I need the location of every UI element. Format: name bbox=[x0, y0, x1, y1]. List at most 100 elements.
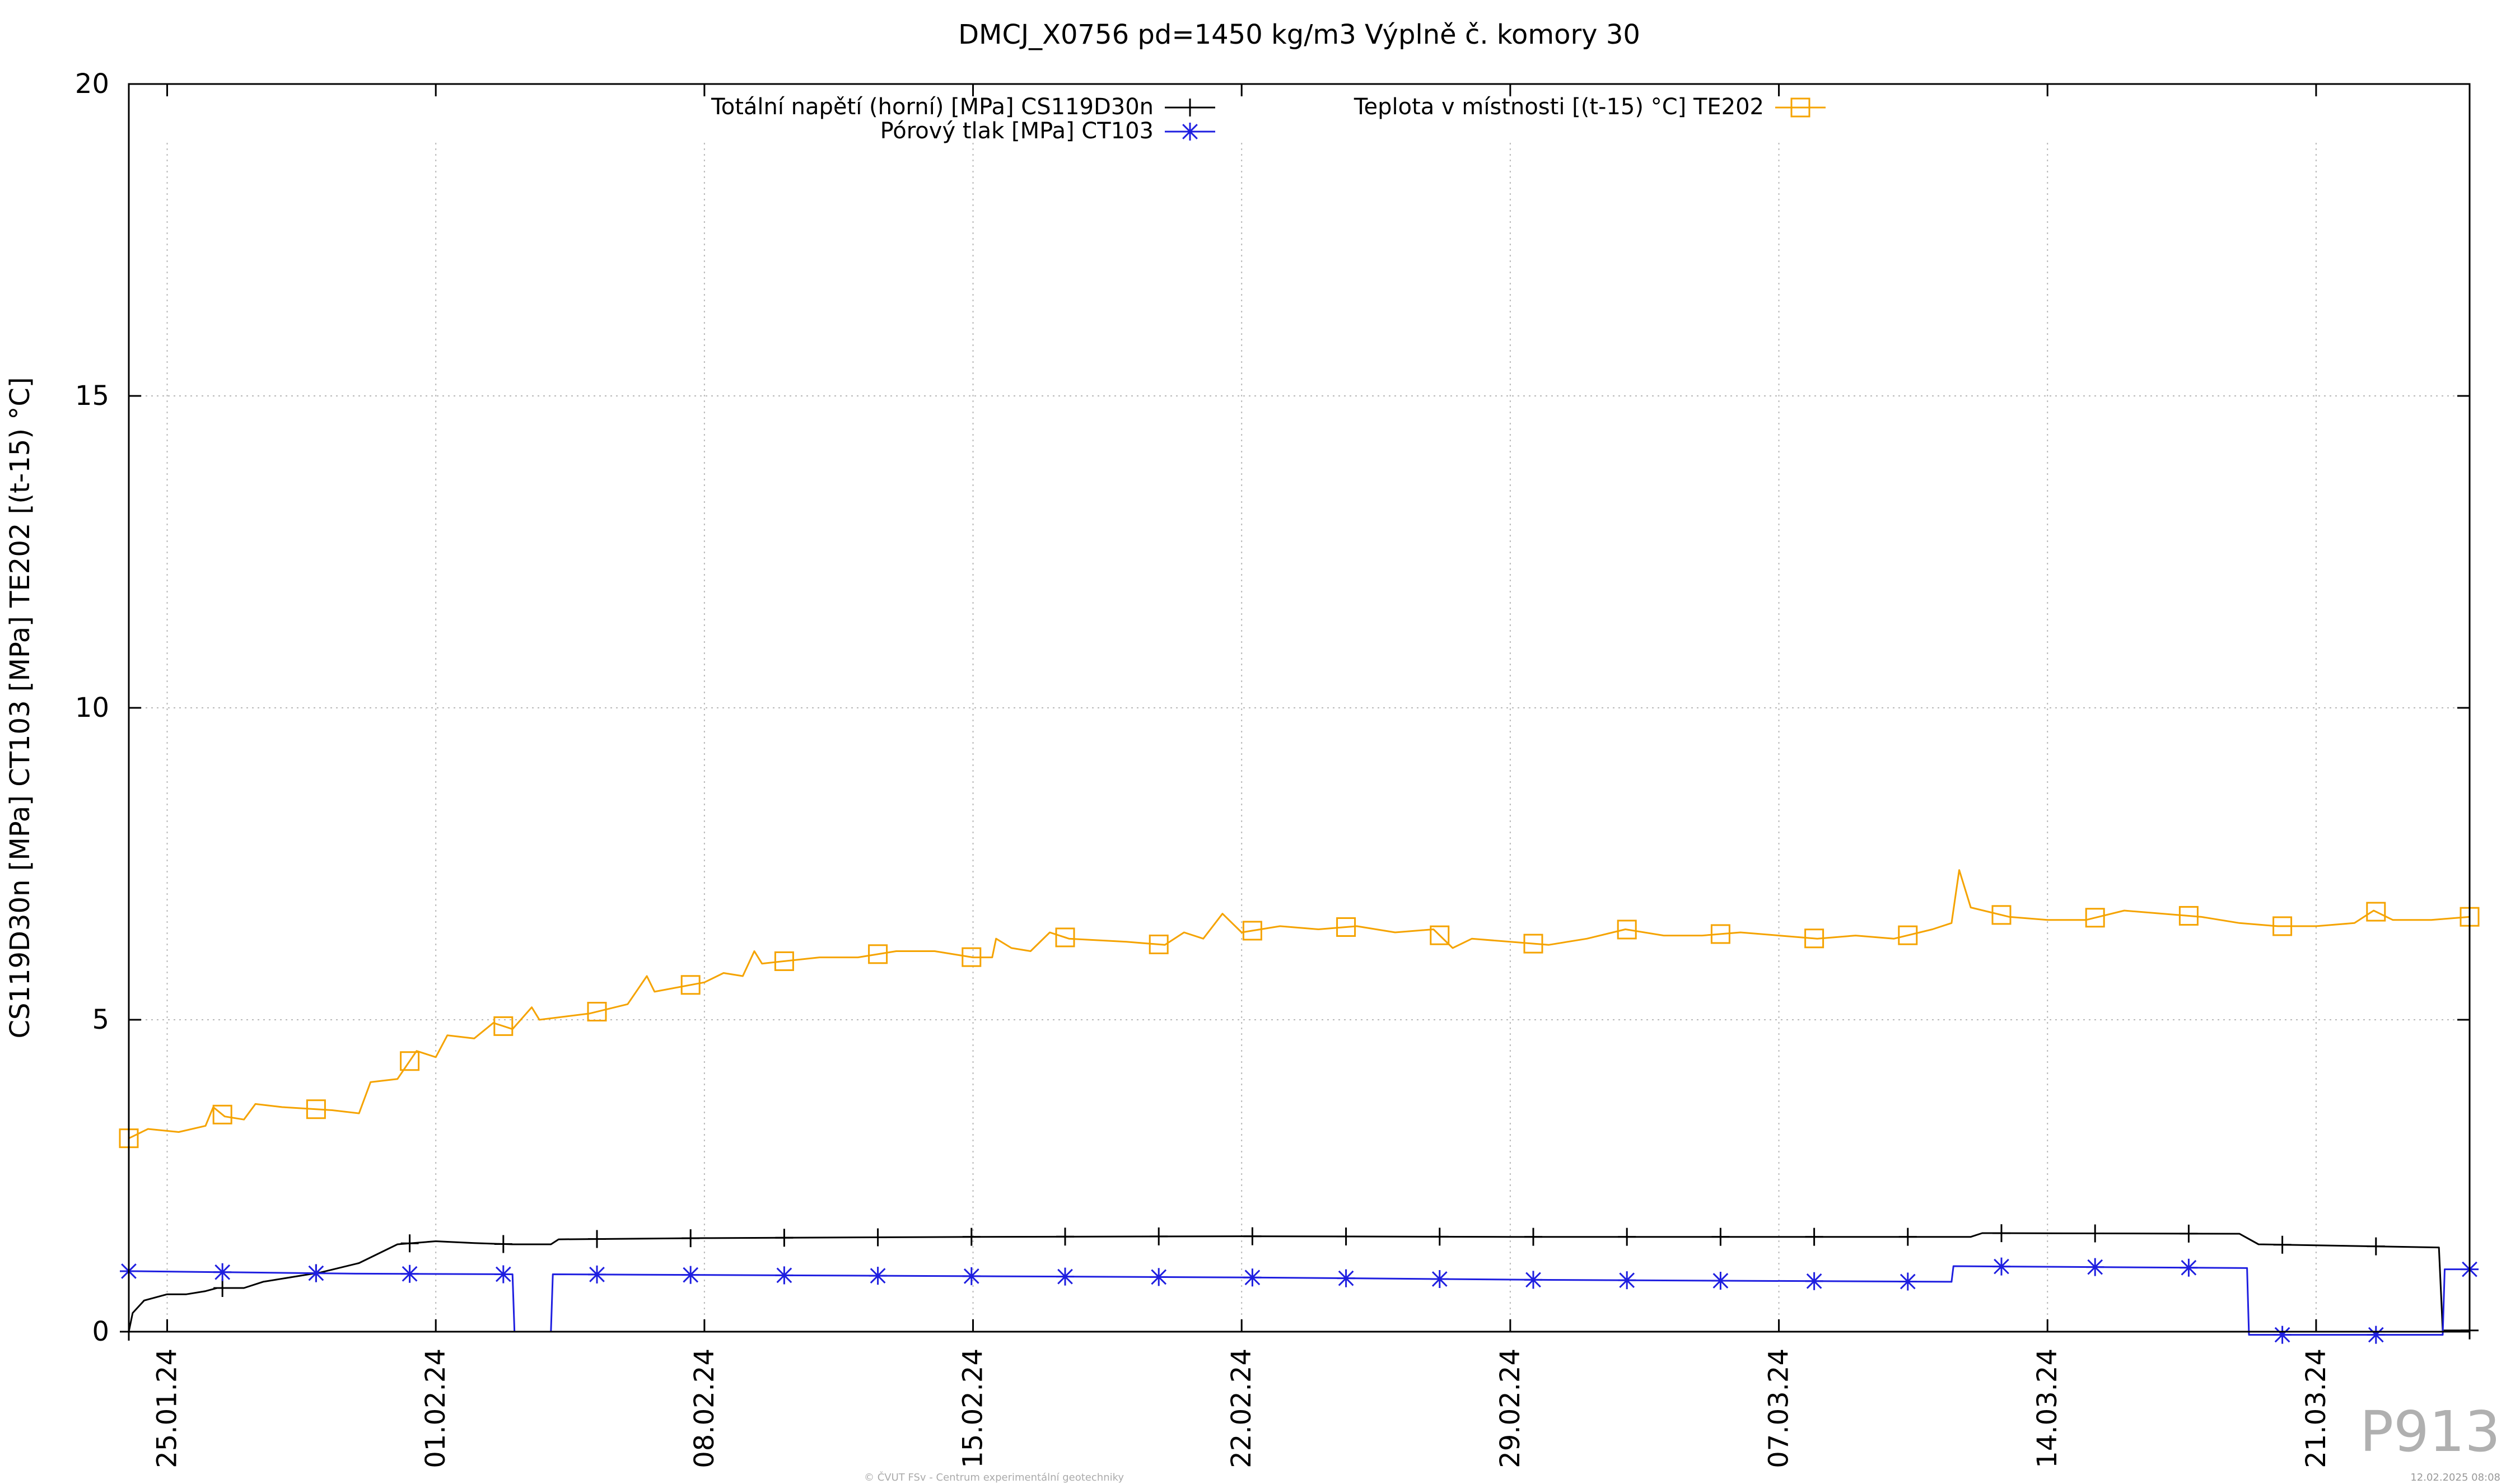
y-tick-label: 5 bbox=[92, 1004, 109, 1035]
series-total-stress-marker bbox=[1524, 1228, 1542, 1246]
x-tick-label: 25.01.24 bbox=[152, 1348, 183, 1468]
series-room-temperature-marker bbox=[1336, 917, 1356, 937]
series-pore-pressure-marker bbox=[1992, 1257, 2010, 1276]
series-room-temperature-marker bbox=[680, 975, 701, 995]
series-total-stress-marker bbox=[775, 1229, 794, 1247]
series-pore-pressure-marker bbox=[1618, 1271, 1636, 1290]
series-room-temperature-marker bbox=[1430, 925, 1450, 945]
series-room-temperature-marker bbox=[868, 944, 888, 964]
series-total-stress-marker bbox=[2180, 1224, 2198, 1243]
y-tick-label: 0 bbox=[92, 1316, 109, 1347]
series-pore-pressure-marker bbox=[1337, 1269, 1355, 1287]
series-total-stress-marker bbox=[962, 1228, 981, 1246]
legend: Totální napětí (horní) [MPa] CS119D30nPó… bbox=[711, 94, 1826, 144]
series-total-stress-marker bbox=[1243, 1227, 1262, 1245]
series-pore-pressure-marker bbox=[1243, 1268, 1262, 1287]
legend-swatch-marker bbox=[1181, 99, 1199, 116]
y-axis-label: CS119D30n [MPa] CT103 [MPa] TE202 [(t-15… bbox=[4, 377, 36, 1038]
series-total-stress-marker bbox=[1337, 1227, 1355, 1245]
series-room-temperature-marker bbox=[306, 1099, 326, 1119]
series-total-stress-marker bbox=[869, 1228, 887, 1247]
legend-label: Teplota v místnosti [(t-15) °C] TE202 bbox=[1354, 94, 1764, 120]
x-tick-label: 15.02.24 bbox=[958, 1348, 989, 1468]
series-pore-pressure-marker bbox=[494, 1265, 512, 1284]
footer-date: 12.02.2025 08:08 bbox=[2410, 1472, 2500, 1483]
series-pore-pressure-marker bbox=[2086, 1258, 2104, 1276]
series-pore-pressure-line bbox=[128, 1265, 2470, 1336]
series-room-temperature-marker bbox=[2178, 906, 2199, 926]
series-total-stress-marker bbox=[588, 1230, 606, 1248]
x-tick-label: 21.03.24 bbox=[2300, 1348, 2332, 1468]
legend-label: Totální napětí (horní) [MPa] CS119D30n bbox=[711, 94, 1154, 120]
series-total-stress-marker bbox=[2086, 1224, 2104, 1243]
series-pore-pressure-marker bbox=[213, 1263, 232, 1281]
y-tick-label: 15 bbox=[75, 380, 109, 412]
series-pore-pressure-marker bbox=[400, 1264, 419, 1283]
x-tick-label: 14.03.24 bbox=[2032, 1348, 2063, 1468]
series-total-stress-marker bbox=[1430, 1228, 1449, 1246]
x-tick-label: 29.02.24 bbox=[1495, 1348, 1526, 1468]
chart-title: DMCJ_X0756 pd=1450 kg/m3 Výplně č. komor… bbox=[958, 19, 1640, 50]
series-total-stress-marker bbox=[2273, 1235, 2292, 1254]
series-room-temperature-marker bbox=[962, 947, 982, 967]
series-pore-pressure-marker bbox=[307, 1264, 325, 1282]
series-room-temperature-marker bbox=[774, 951, 794, 971]
series-room-temperature-marker bbox=[1617, 920, 1637, 940]
series-pore-pressure-marker bbox=[2367, 1326, 2385, 1344]
series-total-stress-marker bbox=[1992, 1224, 2010, 1243]
series-room-temperature-marker bbox=[2085, 908, 2105, 928]
series-pore-pressure-marker bbox=[2273, 1326, 2292, 1344]
series-pore-pressure-marker bbox=[1150, 1268, 1168, 1286]
series-room-temperature-marker bbox=[1523, 934, 1543, 954]
series-pore-pressure-marker bbox=[588, 1265, 606, 1284]
series-room-temperature-marker bbox=[1055, 927, 1075, 948]
grid bbox=[129, 143, 2470, 1332]
y-tick-label: 20 bbox=[75, 68, 109, 100]
series-pore-pressure-marker bbox=[1430, 1270, 1449, 1288]
series-room-temperature-marker bbox=[212, 1104, 232, 1124]
legend-swatch-marker bbox=[1181, 123, 1199, 141]
series-pore-pressure-marker bbox=[775, 1266, 794, 1285]
series-room-temperature-marker bbox=[1242, 921, 1262, 941]
series-total-stress-marker bbox=[400, 1234, 419, 1253]
series-room-temperature-marker bbox=[2366, 902, 2386, 922]
series-room-temperature-marker bbox=[1804, 928, 1824, 949]
series-pore-pressure-marker bbox=[1898, 1272, 1917, 1291]
plot-id: P913 bbox=[2359, 1399, 2500, 1464]
series-room-temperature-marker bbox=[1710, 924, 1730, 944]
series-pore-pressure-marker bbox=[869, 1267, 887, 1285]
series-total-stress-marker bbox=[1711, 1228, 1730, 1246]
series-total-stress-marker bbox=[1618, 1228, 1636, 1246]
legend-swatch-marker bbox=[1790, 97, 1810, 118]
x-tick-label: 22.02.24 bbox=[1226, 1348, 1257, 1468]
x-tick-label: 08.02.24 bbox=[689, 1348, 720, 1468]
axis-ticks: 0 5 10 15 20 25.01.24 01.02.24 08.02.24 15.02.24… bbox=[75, 68, 2470, 1468]
series-total-stress-marker bbox=[213, 1279, 232, 1298]
series-total-stress-marker bbox=[1056, 1228, 1074, 1246]
series-total-stress-line bbox=[128, 1232, 2470, 1332]
series-total-stress-marker bbox=[494, 1235, 512, 1253]
series-room-temperature-marker bbox=[2272, 916, 2293, 936]
legend-label: Pórový tlak [MPa] CT103 bbox=[880, 118, 1154, 144]
x-tick-label: 01.02.24 bbox=[420, 1348, 451, 1468]
series-room-temperature-marker bbox=[1149, 934, 1169, 954]
y-tick-label: 10 bbox=[75, 692, 109, 724]
series-room-temperature-marker bbox=[1898, 925, 1918, 945]
series-room-temperature-marker bbox=[1991, 905, 2012, 925]
series-pore-pressure-marker bbox=[1056, 1267, 1074, 1286]
series-pore-pressure-marker bbox=[1524, 1271, 1542, 1289]
series-room-temperature-marker bbox=[400, 1051, 420, 1071]
series-total-stress-marker bbox=[1898, 1228, 1917, 1246]
series-pore-pressure-marker bbox=[962, 1267, 981, 1285]
series-room-temperature-marker bbox=[493, 1016, 514, 1036]
series-pore-pressure-marker bbox=[1805, 1272, 1823, 1290]
series-room-temperature-marker bbox=[587, 1002, 607, 1022]
series-pore-pressure-marker bbox=[2180, 1258, 2198, 1277]
markers-layer bbox=[119, 902, 2480, 1344]
footer-credit: © ČVUT FSv - Centrum experimentální geot… bbox=[864, 1472, 1124, 1483]
series-total-stress-marker bbox=[682, 1229, 700, 1248]
series-layer bbox=[128, 869, 2470, 1336]
series-pore-pressure-marker bbox=[1711, 1271, 1730, 1290]
series-pore-pressure-marker bbox=[682, 1266, 700, 1284]
